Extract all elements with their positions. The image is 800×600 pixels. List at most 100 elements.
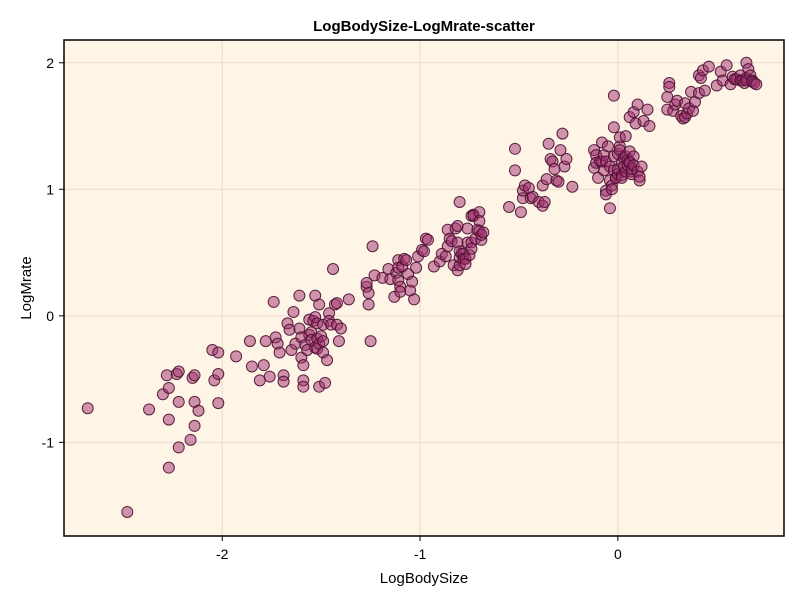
data-point — [643, 120, 656, 133]
data-point — [212, 397, 225, 410]
data-point — [439, 250, 452, 263]
y-tick-label: -1 — [42, 434, 55, 450]
data-point — [362, 287, 375, 300]
data-point — [332, 335, 345, 348]
data-point — [663, 80, 676, 93]
data-point — [601, 140, 614, 153]
plot-area — [64, 40, 784, 536]
data-point — [212, 368, 225, 381]
data-point — [410, 261, 423, 274]
chart-title: LogBodySize-LogMrate-scatter — [313, 18, 535, 35]
data-point — [293, 289, 306, 302]
data-point — [364, 335, 377, 348]
data-point — [560, 152, 573, 165]
data-point — [477, 226, 490, 239]
data-point — [267, 295, 280, 308]
data-point — [503, 201, 516, 214]
data-point — [641, 103, 654, 116]
data-point — [192, 404, 205, 417]
data-point — [548, 163, 561, 176]
data-point — [334, 322, 347, 335]
data-point — [287, 306, 300, 319]
data-point — [554, 144, 567, 157]
data-point — [313, 298, 326, 311]
data-point — [277, 375, 290, 388]
data-point — [508, 164, 521, 177]
data-point — [702, 60, 715, 73]
data-point — [330, 297, 343, 310]
data-points — [81, 56, 763, 518]
tick-marks — [59, 62, 619, 541]
data-point — [162, 413, 175, 426]
data-point — [259, 335, 272, 348]
y-tick-label: 0 — [46, 308, 54, 324]
data-point — [605, 183, 618, 196]
data-point — [160, 369, 173, 382]
data-point — [245, 360, 258, 373]
data-point — [603, 202, 616, 215]
data-point — [633, 170, 646, 183]
data-point — [418, 245, 430, 258]
data-point — [188, 419, 201, 432]
data-point — [698, 84, 711, 97]
data-point — [465, 242, 478, 255]
y-tick-label: 1 — [46, 181, 54, 197]
data-point — [172, 395, 185, 408]
data-point — [162, 381, 175, 394]
data-point — [143, 403, 156, 416]
grid-lines — [64, 40, 784, 536]
data-point — [540, 173, 553, 186]
data-point — [342, 293, 355, 306]
data-point — [321, 354, 334, 367]
data-point — [162, 461, 175, 474]
data-point — [461, 222, 474, 235]
data-point — [297, 380, 310, 393]
data-point — [257, 359, 270, 372]
data-point — [607, 89, 620, 102]
data-point — [188, 369, 201, 382]
data-point — [406, 275, 419, 288]
data-point — [556, 127, 569, 140]
data-point — [607, 121, 620, 134]
data-point — [542, 137, 555, 150]
data-point — [366, 240, 379, 253]
data-point — [184, 433, 197, 446]
x-tick-label: 0 — [614, 546, 622, 562]
data-point — [81, 402, 94, 415]
data-point — [720, 59, 733, 72]
data-point — [297, 359, 310, 372]
data-point — [566, 180, 579, 193]
data-point — [172, 365, 185, 378]
x-tick-label: -2 — [216, 546, 229, 562]
data-point — [750, 78, 763, 91]
data-point — [362, 298, 375, 311]
tick-labels: -2 -1 0 -1 0 1 2 — [42, 55, 622, 562]
data-point — [263, 370, 276, 383]
data-point — [631, 98, 644, 111]
data-point — [552, 175, 565, 188]
data-point — [619, 130, 632, 143]
data-point — [253, 374, 266, 387]
data-point — [408, 293, 421, 306]
data-point — [394, 285, 407, 298]
data-point — [400, 254, 413, 267]
data-point — [635, 160, 648, 173]
data-point — [121, 505, 134, 518]
data-point — [514, 206, 527, 219]
data-point — [538, 195, 551, 208]
data-point — [508, 142, 521, 155]
data-point — [212, 346, 225, 359]
data-point — [317, 335, 330, 348]
data-point — [473, 214, 486, 227]
y-axis-label: LogMrate — [18, 256, 35, 319]
x-axis-label: LogBodySize — [380, 570, 468, 587]
data-point — [230, 350, 243, 363]
y-tick-label: 2 — [46, 55, 54, 71]
data-point — [243, 335, 256, 348]
data-point — [172, 441, 185, 454]
data-point — [283, 323, 296, 336]
data-point — [319, 376, 332, 389]
data-point — [327, 263, 340, 276]
data-point — [273, 346, 286, 359]
